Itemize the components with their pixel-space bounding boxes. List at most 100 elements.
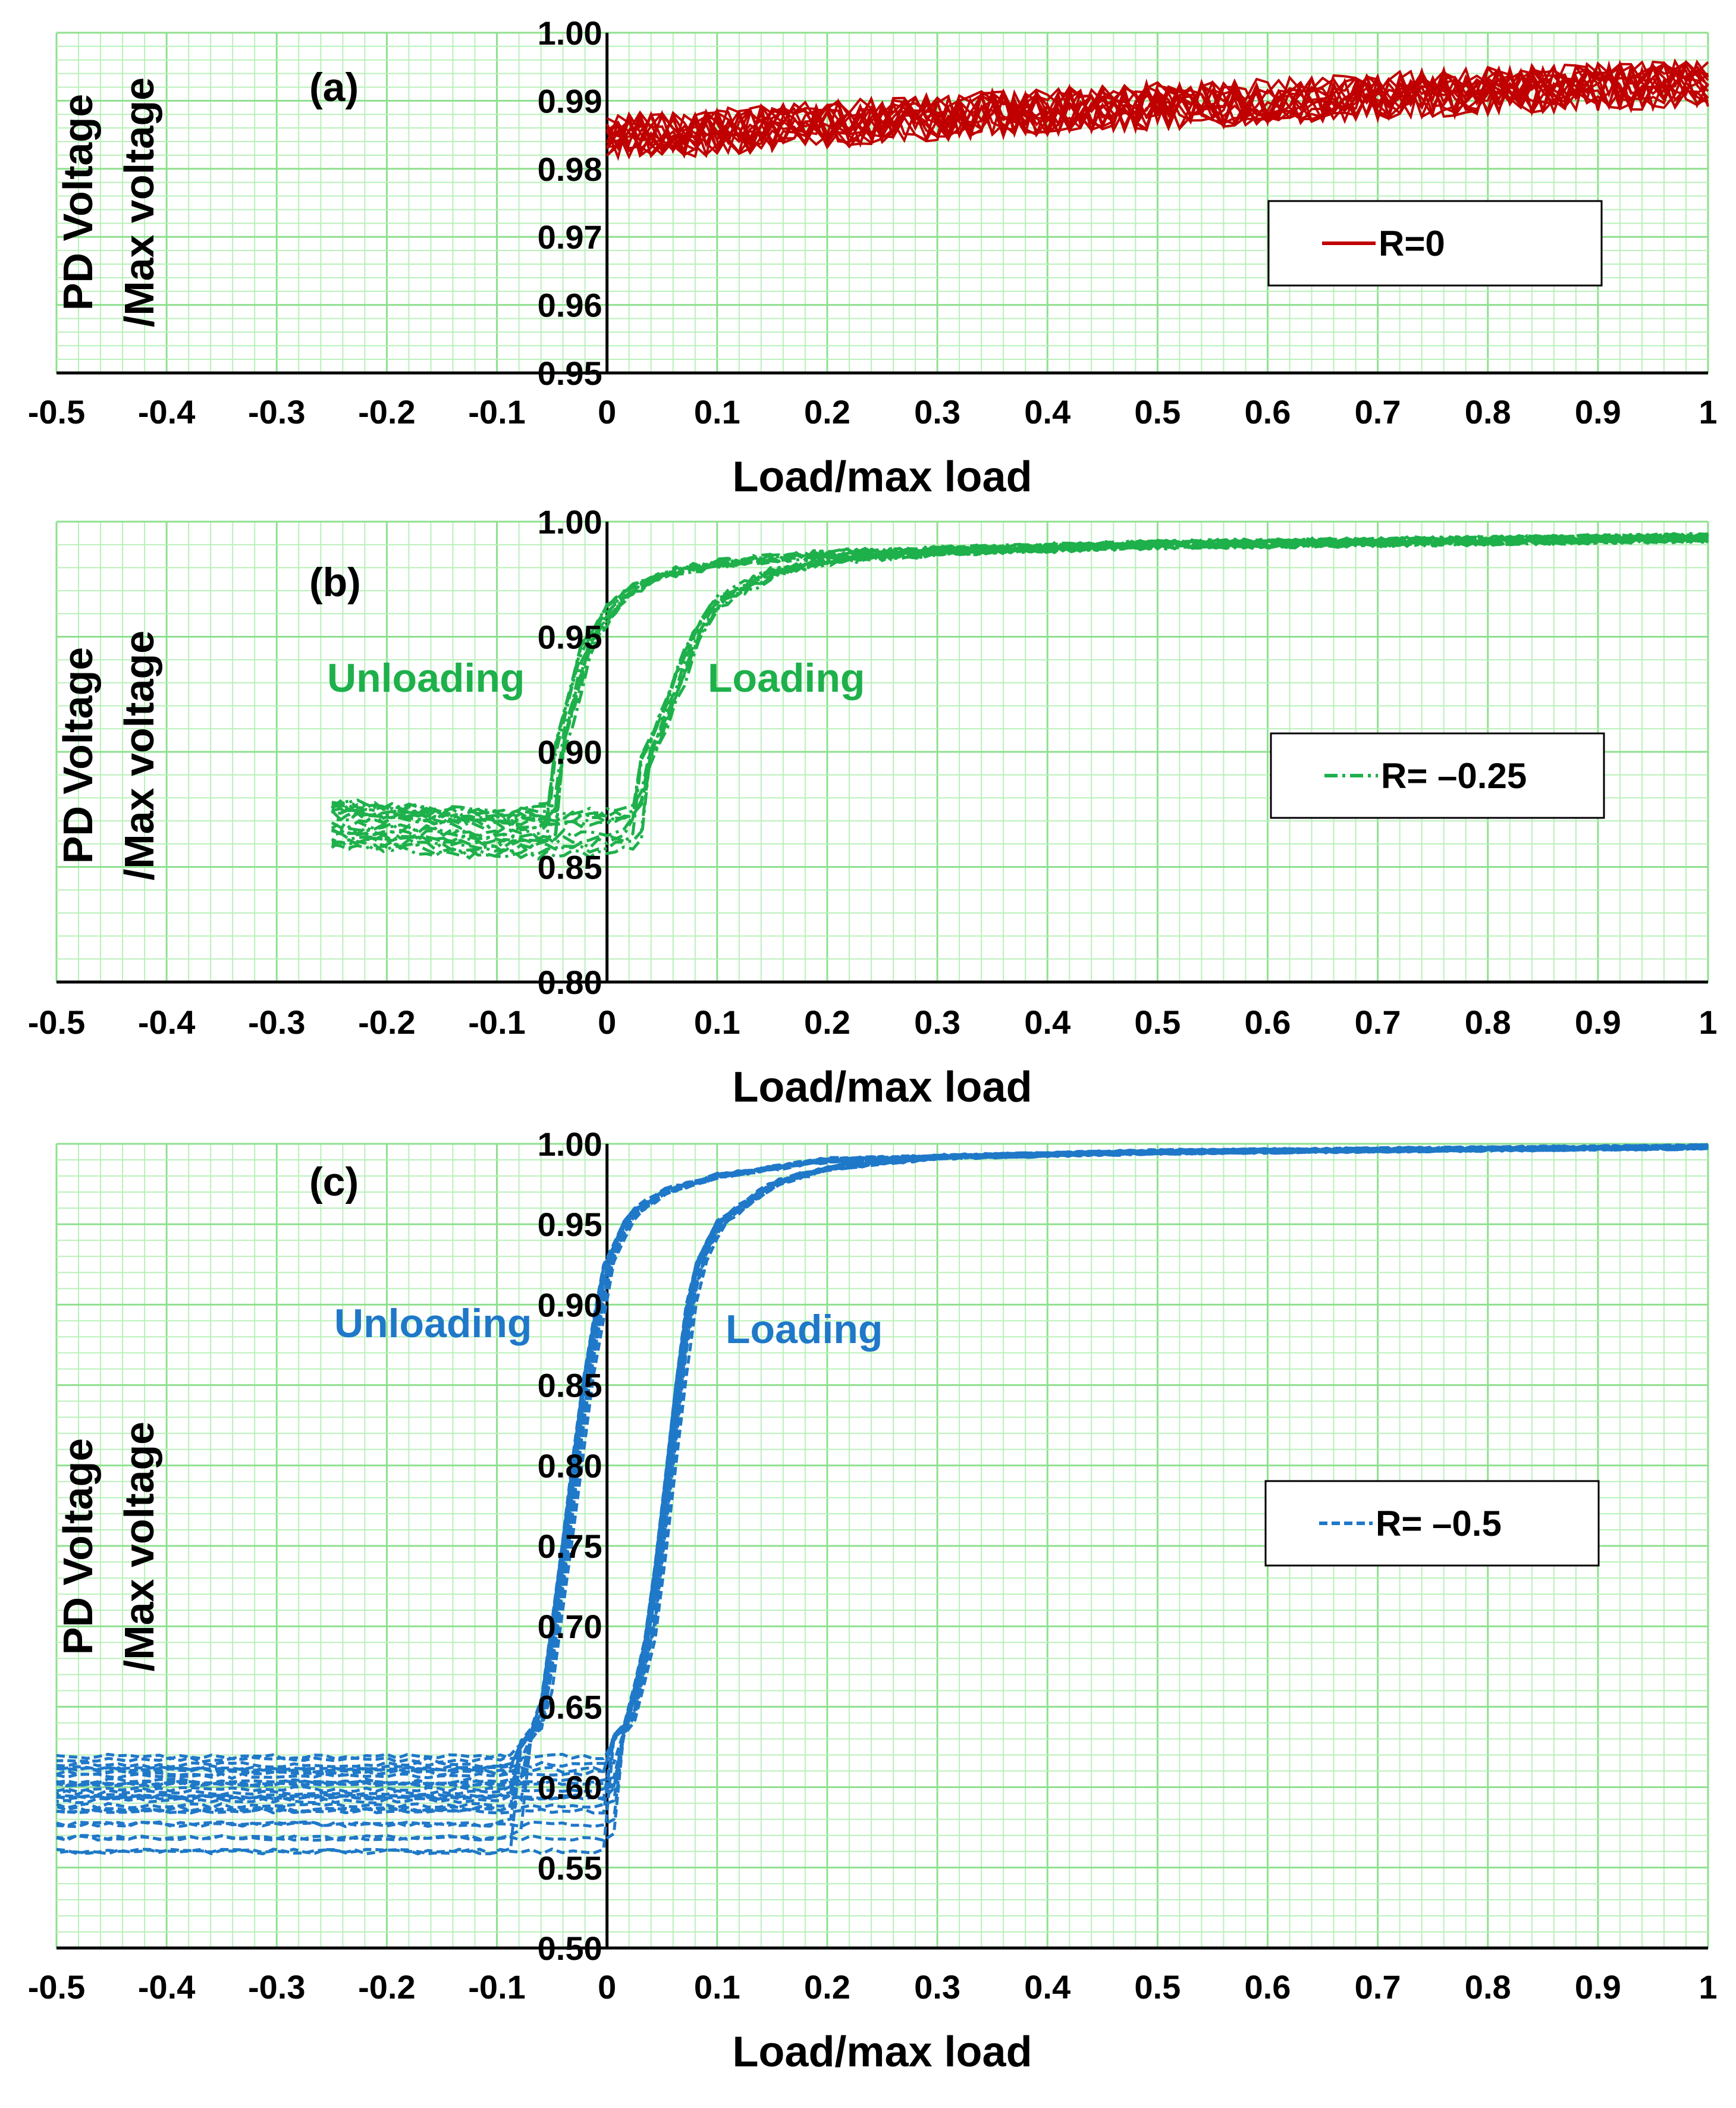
y-tick-label: 0.75 [538,1527,602,1565]
series-group [605,58,1709,161]
x-tick-label: 0 [598,393,616,431]
y-axis-label: PD Voltage [55,1438,101,1655]
panel-label: (a) [309,65,359,110]
x-tick-label: 0.8 [1465,1003,1511,1041]
series-line-loading [331,533,1709,820]
series-line-loading [56,1143,1709,1828]
x-tick-label: 0.3 [914,1968,960,2006]
y-tick-label: 0.65 [538,1688,602,1726]
x-tick-label: 0.5 [1134,1003,1181,1041]
y-tick-labels: 0.95 0.96 0.97 0.98 0.99 1.00 [538,14,602,392]
series-line-unloading [331,532,1709,818]
y-tick-labels: 0.50 0.55 0.60 0.65 0.70 0.75 0.80 0.85 0.90 0.95… [538,1125,602,1967]
x-tick-label: -0.3 [248,1968,306,2006]
x-tick-label: -0.4 [138,393,196,431]
panel-label: (c) [309,1159,359,1204]
y-tick-label: 0.80 [538,1447,602,1485]
x-tick-labels: -0.5 -0.4 -0.3 -0.2 -0.1 0 0.1 0.2 0.3 0.4 0.5 0.6 0… [28,1968,1718,2006]
x-tick-label: 0.1 [694,1003,740,1041]
y-tick-label: 1.00 [538,14,602,52]
x-tick-label: -0.3 [248,393,306,431]
series-line [605,59,1709,159]
x-tick-label: 0.8 [1465,393,1511,431]
y-tick-label: 0.90 [538,733,602,771]
legend: R= –0.5 [1264,1480,1600,1567]
annotation-unloading: Unloading [327,655,525,701]
y-tick-label: 0.80 [538,964,602,1001]
x-tick-label: 1 [1699,1968,1717,2006]
x-tick-label: -0.1 [468,1968,526,2006]
x-axis-label: Load/max load [732,453,1032,501]
y-tick-label: 1.00 [538,1125,602,1163]
annotation-loading: Loading [708,655,865,701]
x-tick-label: -0.5 [28,393,86,431]
y-axis-label: PD Voltage [55,94,101,310]
series-line-loading [331,532,1709,841]
x-tick-label: 1 [1699,393,1717,431]
chart-panel-2: -0.5 -0.4 -0.3 -0.2 -0.1 0 0.1 0.2 0.3 0.4 0.5 0.6 0… [28,503,1718,1111]
x-tick-label: 0.4 [1024,1003,1071,1041]
x-tick-label: -0.2 [358,393,416,431]
x-tick-label: 0.4 [1024,1968,1071,2006]
y-axis-label: /Max voltage [116,1422,162,1671]
x-tick-label: 0.6 [1245,1968,1291,2006]
y-axis-label: PD Voltage [55,647,101,864]
y-tick-label: 0.97 [538,218,602,256]
x-tick-label: 0.2 [804,1003,850,1041]
series-line [606,61,1709,159]
series-line [606,61,1709,158]
x-tick-label: -0.1 [468,393,526,431]
series-line-unloading [331,532,1709,826]
y-tick-label: 0.90 [538,1286,602,1323]
series-group [55,1143,1709,1856]
y-tick-label: 0.95 [538,619,602,656]
series-line [606,61,1709,158]
x-tick-label: 0 [598,1003,616,1041]
chart-panel-1: -0.5 -0.4 -0.3 -0.2 -0.1 0 0.1 0.2 0.3 0.4 0.5 0.6 0… [28,14,1718,501]
y-tick-label: 0.98 [538,150,602,188]
y-tick-label: 1.00 [538,503,602,541]
annotation-loading: Loading [726,1307,883,1352]
x-tick-label: -0.4 [138,1968,196,2006]
y-axis-label: /Max voltage [116,77,162,327]
x-tick-label: 0.3 [914,393,960,431]
x-tick-label: 0.9 [1575,393,1621,431]
legend: R=0 [1267,200,1603,287]
x-tick-label: 0.7 [1355,393,1401,431]
x-tick-label: -0.5 [28,1968,86,2006]
y-tick-label: 0.55 [538,1849,602,1887]
x-tick-label: -0.3 [248,1003,306,1041]
y-tick-label: 0.96 [538,287,602,324]
x-tick-label: 0.5 [1134,393,1181,431]
x-tick-label: 0.1 [694,393,740,431]
legend-label: R= –0.25 [1381,756,1527,796]
x-tick-label: 0.7 [1355,1003,1401,1041]
series-group [331,531,1709,861]
y-tick-label: 0.95 [538,355,602,392]
x-tick-labels: -0.5 -0.4 -0.3 -0.2 -0.1 0 0.1 0.2 0.3 0.4 0.5 0.6 0… [28,393,1718,431]
x-tick-label: 0.6 [1245,1003,1291,1041]
series-line-unloading [56,1143,1709,1764]
y-tick-label: 0.85 [538,849,602,886]
x-tick-label: 0.9 [1575,1003,1621,1041]
x-tick-label: -0.4 [138,1003,196,1041]
chart-panel-3: -0.5 -0.4 -0.3 -0.2 -0.1 0 0.1 0.2 0.3 0.4 0.5 0.6 0… [28,1125,1718,2076]
series-line-unloading [331,532,1709,823]
x-tick-label: -0.2 [358,1003,416,1041]
x-tick-label: 0.4 [1024,393,1071,431]
legend-label: R=0 [1379,224,1445,264]
y-tick-label: 0.70 [538,1608,602,1645]
x-axis-label: Load/max load [732,1064,1032,1111]
x-tick-labels: -0.5 -0.4 -0.3 -0.2 -0.1 0 0.1 0.2 0.3 0.4 0.5 0.6 0… [28,1003,1718,1041]
series-line-loading [56,1144,1709,1793]
series-line-loading [331,534,1709,861]
x-tick-label: 1 [1699,1003,1717,1041]
y-tick-label: 0.99 [538,82,602,120]
legend: R= –0.25 [1270,732,1605,819]
x-tick-label: 0.2 [804,393,850,431]
annotation-unloading: Unloading [334,1301,532,1346]
x-tick-label: 0.2 [804,1968,850,2006]
panel-label: (b) [309,560,361,605]
y-tick-labels: 0.80 0.85 0.90 0.95 1.00 [538,503,602,1001]
